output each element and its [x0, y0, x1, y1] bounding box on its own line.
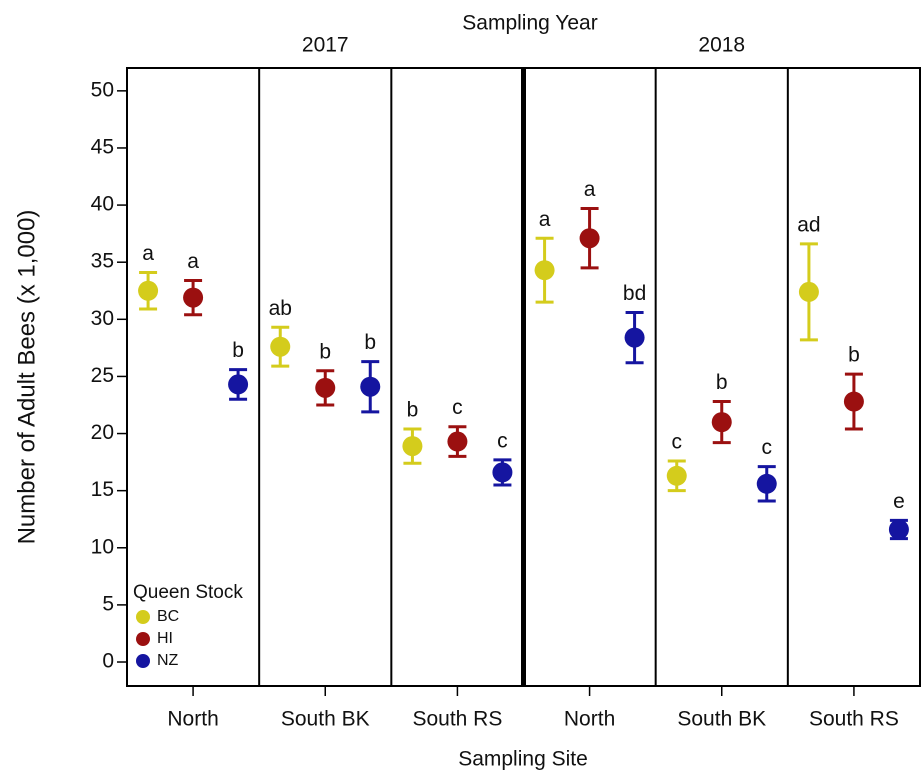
legend-marker	[136, 654, 150, 668]
legend-label: HI	[157, 630, 173, 647]
point	[360, 376, 381, 397]
x-tick-label: North	[167, 708, 218, 731]
legend-marker	[136, 610, 150, 624]
significance-letter: c	[672, 431, 683, 454]
y-tick-label: 50	[91, 78, 114, 101]
y-tick-label: 20	[91, 421, 114, 444]
point	[270, 336, 291, 357]
point	[447, 431, 468, 452]
x-axis-label: Sampling Site	[458, 748, 588, 771]
significance-letter: c	[452, 396, 463, 419]
group-label: 2017	[302, 34, 349, 57]
legend-title: Queen Stock	[133, 582, 243, 603]
significance-letter: a	[187, 250, 199, 273]
significance-letter: c	[762, 436, 773, 459]
x-tick-label: South BK	[281, 708, 370, 731]
point	[228, 374, 249, 395]
significance-letter: ab	[269, 297, 292, 320]
point	[579, 228, 600, 249]
significance-letter: b	[407, 399, 419, 422]
significance-letter: ad	[797, 213, 820, 236]
significance-letter: e	[893, 490, 905, 513]
y-tick-label: 45	[91, 136, 114, 159]
point	[492, 462, 513, 483]
point	[798, 281, 819, 302]
point	[888, 519, 909, 540]
x-tick-label: South BK	[677, 708, 766, 731]
y-tick-label: 10	[91, 535, 114, 558]
significance-letter: b	[848, 344, 860, 367]
significance-letter: c	[497, 429, 508, 452]
point	[666, 465, 687, 486]
point	[138, 280, 159, 301]
y-tick-label: 40	[91, 193, 114, 216]
x-tick-label: South RS	[412, 708, 502, 731]
legend-label: NZ	[157, 652, 179, 669]
point	[402, 436, 423, 457]
y-tick-label: 5	[102, 592, 114, 615]
y-tick-label: 35	[91, 250, 114, 273]
chart-title: Sampling Year	[462, 12, 597, 35]
significance-letter: b	[364, 331, 376, 354]
point	[711, 412, 732, 433]
group-label: 2018	[698, 34, 745, 57]
y-tick-label: 30	[91, 307, 114, 330]
point	[756, 473, 777, 494]
y-tick-label: 15	[91, 478, 114, 501]
point	[315, 377, 336, 398]
significance-letter: b	[716, 371, 728, 394]
y-tick-label: 0	[102, 650, 114, 673]
x-tick-label: South RS	[809, 708, 899, 731]
significance-letter: bd	[623, 282, 646, 305]
y-tick-label: 25	[91, 364, 114, 387]
legend-marker	[136, 632, 150, 646]
significance-letter: a	[142, 242, 154, 265]
significance-letter: b	[232, 339, 244, 362]
point	[534, 260, 555, 281]
significance-letter: b	[319, 340, 331, 363]
significance-letter: a	[584, 178, 596, 201]
y-axis-label: Number of Adult Bees (x 1,000)	[13, 210, 40, 545]
significance-letter: a	[539, 208, 551, 231]
point	[183, 287, 204, 308]
point	[843, 391, 864, 412]
legend-label: BC	[157, 608, 179, 625]
x-tick-label: North	[564, 708, 615, 731]
point	[624, 327, 645, 348]
